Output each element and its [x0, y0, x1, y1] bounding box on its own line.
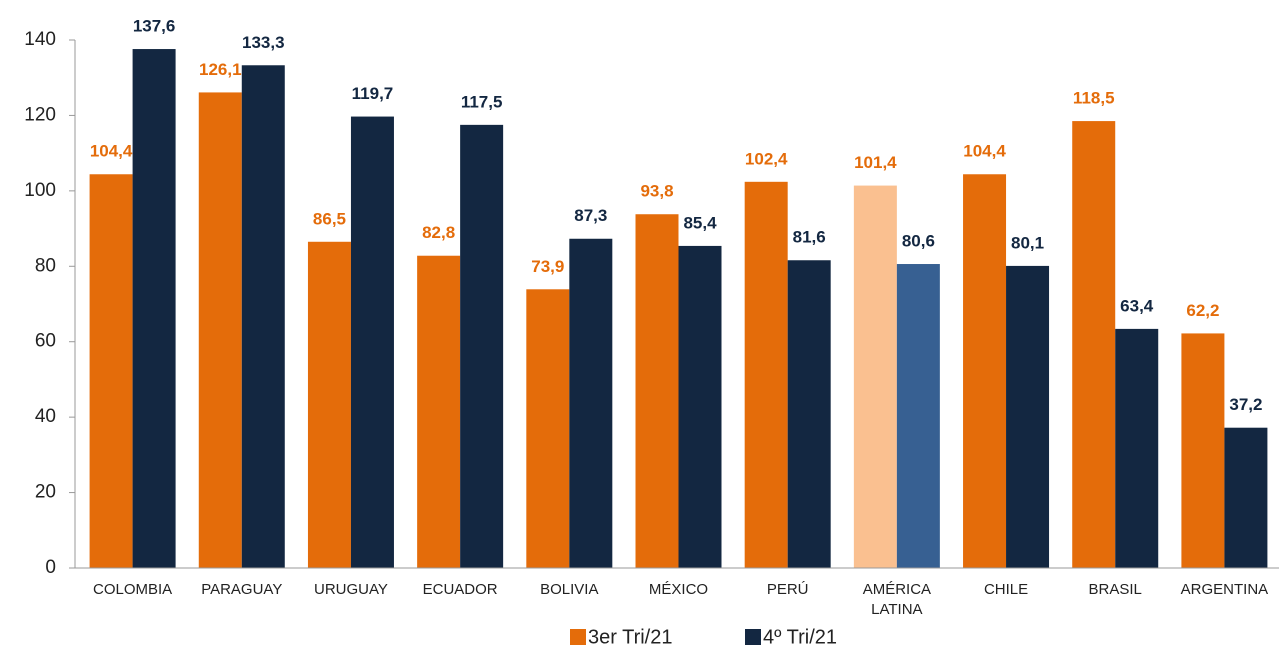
legend-swatch	[570, 629, 586, 645]
y-tick-label: 100	[24, 180, 56, 201]
y-tick-label: 20	[35, 482, 56, 503]
bar	[307, 241, 351, 568]
y-tick-label: 40	[35, 406, 56, 427]
bar	[1006, 265, 1050, 568]
x-tick-label: MÉXICO	[648, 581, 709, 598]
data-label: 126,1	[199, 60, 242, 79]
y-tick-label: 0	[45, 557, 56, 578]
bar	[89, 174, 133, 568]
bar	[744, 181, 788, 568]
data-label: 80,1	[1011, 233, 1044, 252]
bar	[963, 174, 1007, 568]
data-label: 37,2	[1229, 395, 1262, 414]
x-tick-label: BOLIVIA	[540, 581, 599, 598]
data-label: 104,4	[963, 142, 1006, 161]
data-label: 104,4	[90, 142, 133, 161]
y-tick-label: 140	[24, 29, 56, 50]
data-label: 118,5	[1073, 89, 1115, 108]
data-label: 62,2	[1186, 301, 1219, 320]
bar	[1181, 333, 1225, 568]
x-tick-label: COLOMBIA	[92, 581, 173, 598]
legend-label: 3er Tri/21	[588, 626, 672, 648]
bar	[241, 65, 285, 569]
data-label: 80,6	[902, 232, 935, 251]
data-label: 81,6	[793, 228, 826, 247]
bar	[350, 116, 394, 568]
bar	[132, 49, 176, 568]
data-label: 86,5	[313, 209, 346, 228]
bar	[569, 238, 613, 569]
data-label: 63,4	[1120, 296, 1154, 315]
bar	[198, 92, 242, 569]
x-tick-label: ECUADOR	[422, 581, 498, 598]
legend-swatch	[745, 629, 761, 645]
bar	[678, 245, 722, 569]
data-label: 87,3	[574, 206, 607, 225]
bar	[526, 289, 570, 568]
legend-label: 4º Tri/21	[763, 626, 837, 648]
bar	[1072, 121, 1116, 568]
data-label: 101,4	[854, 153, 897, 172]
y-tick-label: 60	[35, 331, 56, 352]
bar	[896, 264, 940, 568]
x-tick-label: CHILE	[983, 581, 1029, 598]
x-tick-label: PERÚ	[766, 581, 809, 598]
bar	[460, 124, 504, 568]
bar	[417, 255, 461, 568]
x-tick-label: BRASIL	[1088, 581, 1142, 598]
x-tick-label: URUGUAY	[314, 581, 388, 598]
data-label: 119,7	[352, 84, 394, 103]
data-label: 82,8	[422, 223, 455, 242]
bar	[635, 214, 679, 569]
data-label: 102,4	[745, 149, 788, 168]
x-tick-label: ARGENTINA	[1180, 581, 1269, 598]
data-label: 93,8	[640, 182, 673, 201]
data-label: 117,5	[461, 92, 503, 111]
data-label: 133,3	[242, 33, 285, 52]
data-label: 85,4	[683, 213, 717, 232]
x-tick-label: AMÉRICA LATINA	[862, 581, 932, 618]
bar	[853, 185, 897, 568]
y-tick-label: 80	[35, 255, 56, 276]
bar	[1224, 427, 1268, 568]
x-tick-label: PARAGUAY	[201, 581, 283, 598]
bar	[1115, 328, 1159, 568]
bar	[787, 260, 831, 568]
data-label: 137,6	[133, 17, 176, 36]
y-tick-label: 120	[24, 104, 56, 125]
data-label: 73,9	[531, 257, 564, 276]
